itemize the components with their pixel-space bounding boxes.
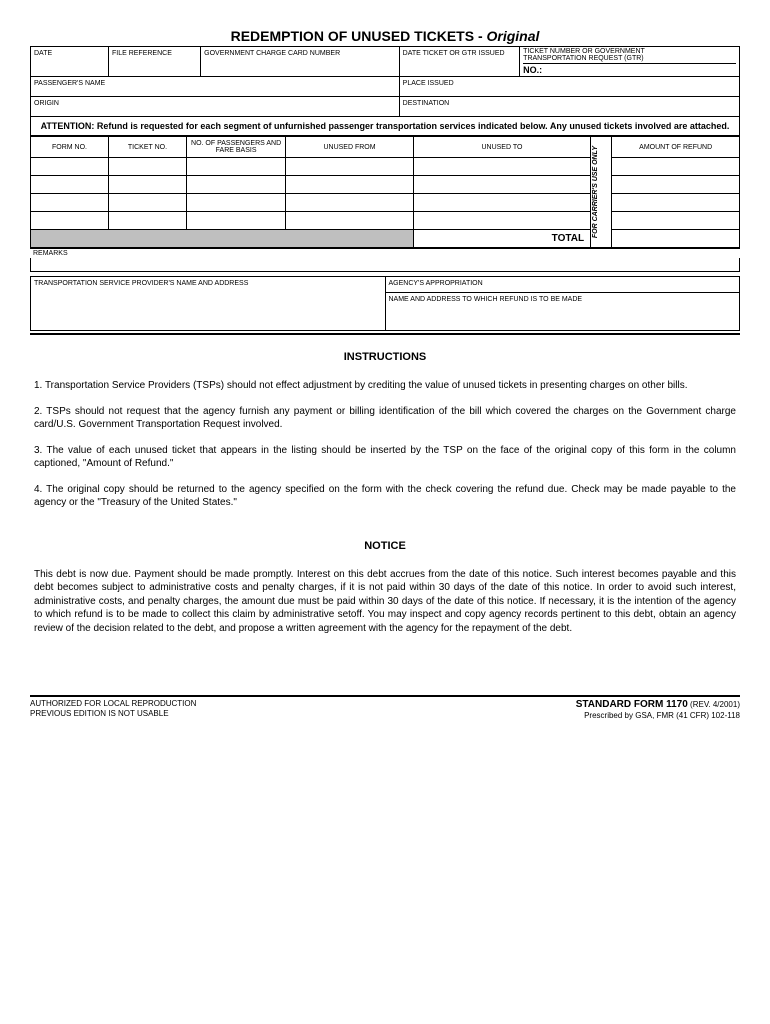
- col-form-no: FORM NO.: [31, 137, 109, 158]
- ticket-num-label1: TICKET NUMBER OR GOVERNMENT: [523, 48, 736, 55]
- footer: AUTHORIZED FOR LOCAL REPRODUCTION PREVIO…: [30, 695, 740, 721]
- destination-label: DESTINATION: [403, 100, 450, 107]
- instruction-item: 1. Transportation Service Providers (TSP…: [34, 379, 736, 393]
- total-row: TOTAL: [31, 230, 740, 248]
- notice-heading: NOTICE: [30, 540, 740, 552]
- title-suffix: Original: [487, 28, 540, 44]
- footer-auth: AUTHORIZED FOR LOCAL REPRODUCTION: [30, 699, 196, 709]
- footer-rev: (REV. 4/2001): [688, 700, 740, 709]
- instructions-list: 1. Transportation Service Providers (TSP…: [30, 379, 740, 510]
- origin-label: ORIGIN: [34, 100, 59, 107]
- gov-card-label: GOVERNMENT CHARGE CARD NUMBER: [204, 50, 340, 57]
- table-row: [31, 212, 740, 230]
- ticket-num-label2: TRANSPORTATION REQUEST (GTR): [523, 55, 736, 62]
- footer-prescribed: Prescribed by GSA, FMR (41 CFR) 102-118: [576, 711, 740, 721]
- instruction-item: 2. TSPs should not request that the agen…: [34, 405, 736, 432]
- instructions-heading: INSTRUCTIONS: [30, 351, 740, 363]
- refund-addr-label: NAME AND ADDRESS TO WHICH REFUND IS TO B…: [389, 296, 583, 303]
- table-row: [31, 176, 740, 194]
- col-carrier: FOR CARRIER'S USE ONLY: [591, 144, 600, 240]
- agency-label: AGENCY'S APPROPRIATION: [389, 280, 483, 287]
- footer-form: STANDARD FORM 1170: [576, 699, 688, 710]
- form-title: REDEMPTION OF UNUSED TICKETS - Original: [30, 28, 740, 44]
- footer-left: AUTHORIZED FOR LOCAL REPRODUCTION PREVIO…: [30, 699, 196, 721]
- remarks-box: [30, 258, 740, 272]
- header-table: DATE FILE REFERENCE GOVERNMENT CHARGE CA…: [30, 46, 740, 117]
- remarks-label: REMARKS: [30, 248, 740, 258]
- total-label: TOTAL: [413, 230, 590, 248]
- no-label: NO.:: [523, 63, 736, 75]
- table-row: [31, 194, 740, 212]
- title-main: REDEMPTION OF UNUSED TICKETS -: [231, 28, 487, 44]
- instruction-item: 4. The original copy should be returned …: [34, 483, 736, 510]
- attention-notice: ATTENTION: Refund is requested for each …: [30, 117, 740, 136]
- col-unused-to: UNUSED TO: [413, 137, 590, 158]
- ticket-table: FORM NO. TICKET NO. NO. OF PASSENGERS AN…: [30, 136, 740, 248]
- col-amount: AMOUNT OF REFUND: [612, 137, 740, 158]
- notice-text: This debt is now due. Payment should be …: [30, 568, 740, 636]
- tsp-label: TRANSPORTATION SERVICE PROVIDER'S NAME A…: [34, 280, 248, 287]
- passenger-label: PASSENGER'S NAME: [34, 80, 105, 87]
- col-passengers: NO. OF PASSENGERS AND FARE BASIS: [186, 137, 285, 158]
- place-issued-label: PLACE ISSUED: [403, 80, 454, 87]
- divider: [30, 333, 740, 335]
- file-ref-label: FILE REFERENCE: [112, 50, 172, 57]
- footer-right: STANDARD FORM 1170 (REV. 4/2001) Prescri…: [576, 699, 740, 721]
- provider-table: TRANSPORTATION SERVICE PROVIDER'S NAME A…: [30, 276, 740, 331]
- col-ticket-no: TICKET NO.: [108, 137, 186, 158]
- instruction-item: 3. The value of each unused ticket that …: [34, 444, 736, 471]
- table-row: [31, 158, 740, 176]
- date-label: DATE: [34, 50, 52, 57]
- col-unused-from: UNUSED FROM: [286, 137, 414, 158]
- footer-prev: PREVIOUS EDITION IS NOT USABLE: [30, 709, 196, 719]
- date-ticket-label: DATE TICKET OR GTR ISSUED: [403, 50, 505, 57]
